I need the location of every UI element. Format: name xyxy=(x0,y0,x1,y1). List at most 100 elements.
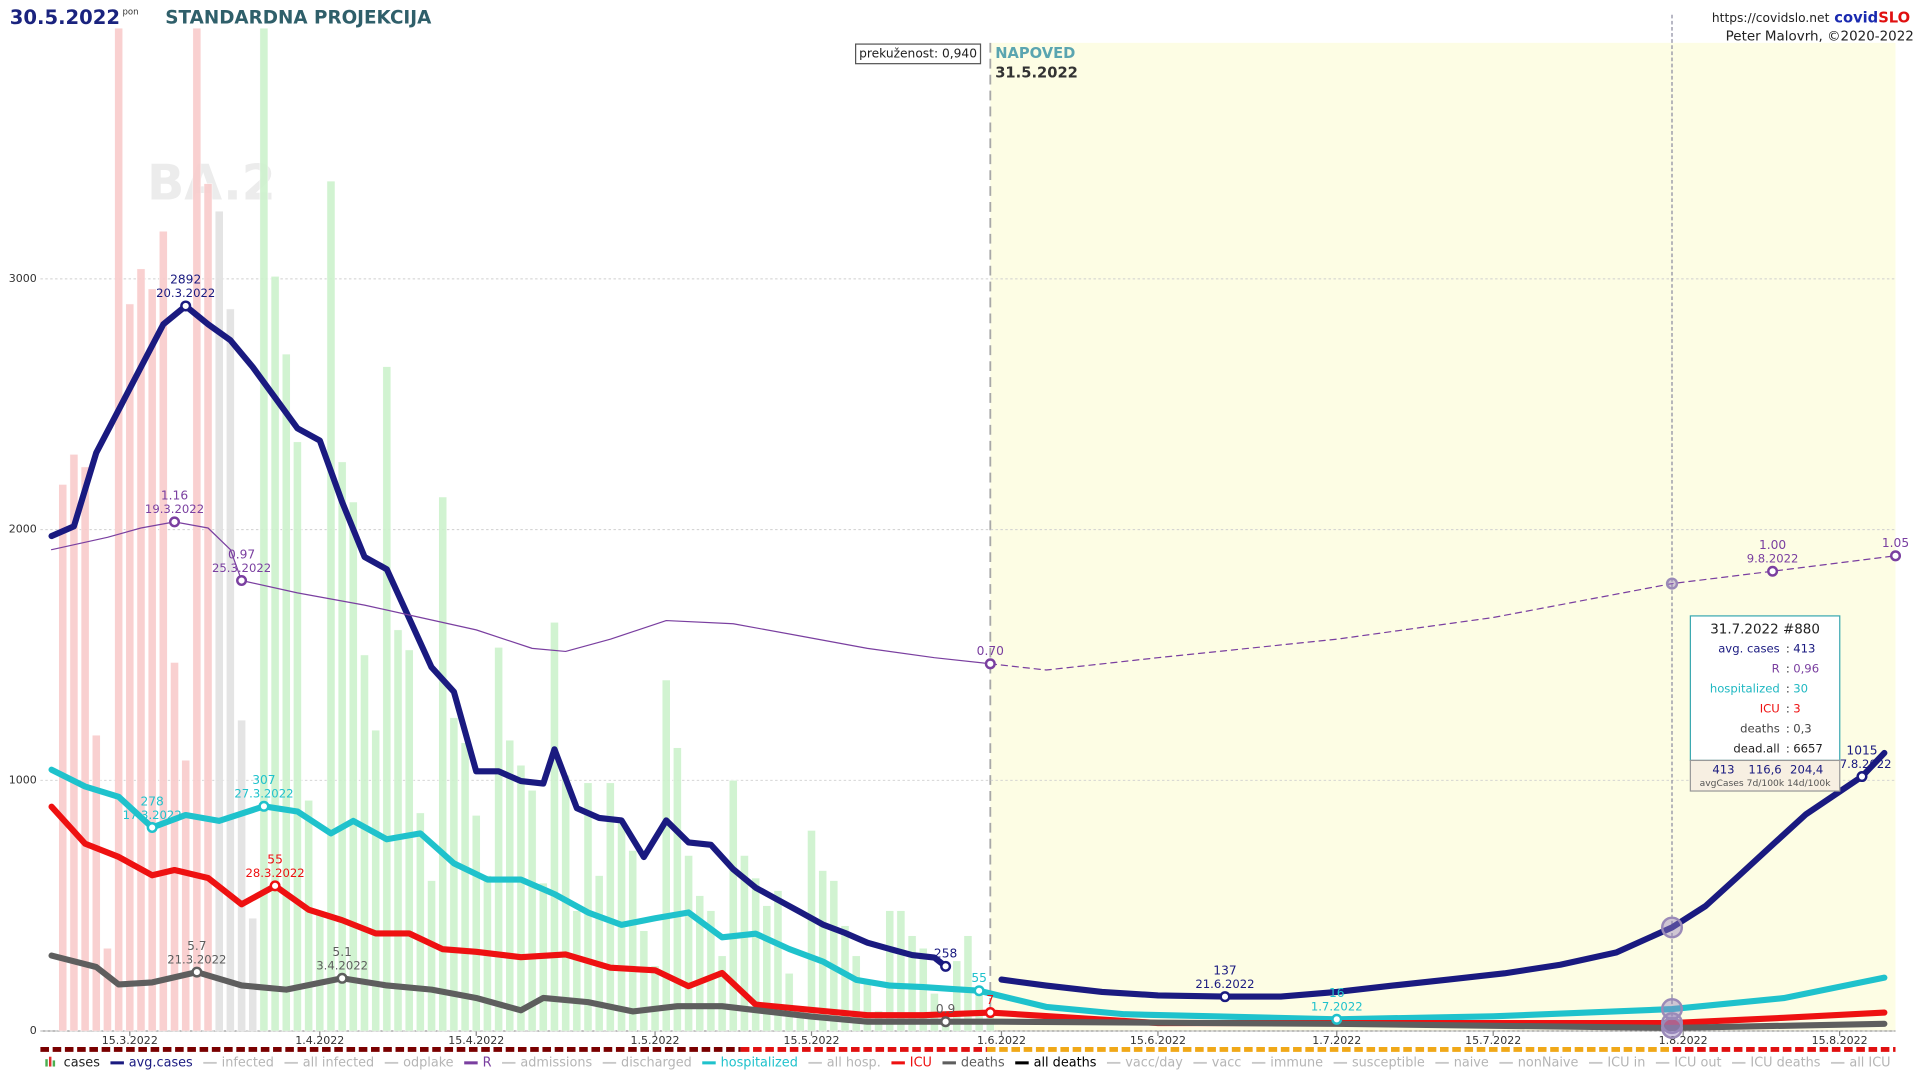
bar xyxy=(851,955,861,1032)
annotation-date: 25.3.2022 xyxy=(212,561,271,575)
legend-label: nonNaive xyxy=(1518,1055,1579,1070)
annotation-value: 1.16 xyxy=(161,489,188,503)
tooltip-marker xyxy=(1660,916,1684,939)
legend-item: cases xyxy=(45,1055,100,1070)
tooltip-footer-caption: avgCases 7d/100k 14d/100k xyxy=(1700,778,1832,789)
x-tick-label: 1.5.2022 xyxy=(631,1034,680,1047)
annotation-value: 1.00 xyxy=(1759,538,1786,552)
tooltip-row-label: dead.all xyxy=(1733,741,1779,755)
annotation-point xyxy=(236,574,248,587)
bar xyxy=(606,782,615,1032)
bar xyxy=(885,910,895,1032)
bar xyxy=(784,973,794,1032)
bar xyxy=(147,288,157,1032)
annotation-point xyxy=(146,822,158,834)
bar xyxy=(382,366,392,1032)
bar xyxy=(773,890,783,1032)
legend-label: ICU in xyxy=(1607,1055,1645,1070)
bar xyxy=(896,910,906,1032)
tooltip-footer-value: 116,6 xyxy=(1748,763,1781,777)
tooltip-row-sep: : xyxy=(1786,661,1790,675)
annotation-value: 55 xyxy=(267,853,283,867)
bar xyxy=(740,855,749,1032)
legend-item: ICU out xyxy=(1655,1055,1722,1070)
legend-item: all infected xyxy=(284,1055,374,1070)
annotation-value: 7 xyxy=(986,993,994,1007)
bar xyxy=(729,780,738,1032)
legend-swatch xyxy=(52,1060,56,1067)
annotation-point xyxy=(973,985,985,997)
annotation-date: 17.8.2022 xyxy=(1832,757,1891,771)
legend-item: ICU deaths xyxy=(1732,1055,1821,1070)
bar xyxy=(963,935,973,1032)
bar xyxy=(572,910,582,1032)
bar xyxy=(695,895,705,1032)
bar xyxy=(214,210,224,1032)
legend-label: ICU deaths xyxy=(1750,1055,1820,1070)
tooltip-row-label: deaths xyxy=(1740,721,1780,735)
annotation-value: 137 xyxy=(1213,963,1236,977)
y-tick-label: 2000 xyxy=(9,523,37,536)
bar xyxy=(58,484,68,1032)
legend-label: all hosp. xyxy=(827,1055,881,1070)
tooltip-footer xyxy=(1689,759,1841,792)
legend-item: susceptible xyxy=(1333,1055,1425,1070)
annotation-point xyxy=(1767,565,1779,577)
annotation-date: 21.6.2022 xyxy=(1195,977,1254,991)
tooltip-row-label: ICU xyxy=(1760,701,1780,715)
legend-swatch xyxy=(48,1056,52,1067)
author: Peter Malovrh, ©2020-2022 xyxy=(1726,30,1914,45)
bar xyxy=(337,461,347,1032)
legend-item: deaths xyxy=(942,1055,1005,1070)
bar xyxy=(550,622,559,1032)
tooltip-box xyxy=(1689,615,1841,762)
bar xyxy=(706,910,716,1032)
bar xyxy=(360,654,369,1032)
legend-label: hospitalized xyxy=(721,1055,798,1070)
annotation-value: 2892 xyxy=(170,273,201,287)
tooltip-row-sep: : xyxy=(1786,721,1790,735)
bar xyxy=(505,739,515,1032)
annotation-value: 5.1 xyxy=(332,945,351,959)
bar xyxy=(248,917,258,1032)
annotation-date: 28.3.2022 xyxy=(246,866,305,880)
legend-swatch xyxy=(45,1059,48,1067)
annotation-point xyxy=(191,966,203,978)
tooltip-row-label: hospitalized xyxy=(1710,681,1780,695)
annotation-value: 0.97 xyxy=(228,547,255,561)
annotation-date: 3.4.2022 xyxy=(316,959,368,973)
legend-label: infected xyxy=(222,1055,274,1070)
tooltip-row-value: 6657 xyxy=(1793,741,1823,755)
tooltip-row-value: 413 xyxy=(1793,641,1815,655)
x-tick-label: 15.7.2022 xyxy=(1465,1034,1521,1047)
annotation-value: 55 xyxy=(971,971,987,985)
annotation-point xyxy=(984,1007,996,1019)
forecast-label: NAPOVED xyxy=(995,45,1075,62)
brand-part: covid xyxy=(1834,9,1878,26)
tooltip-row-sep: : xyxy=(1786,701,1790,715)
bar xyxy=(92,734,101,1032)
annotation-point xyxy=(180,300,192,312)
annotation-point xyxy=(1856,771,1868,783)
bar xyxy=(594,875,604,1032)
legend-label: all infected xyxy=(303,1055,374,1070)
bar xyxy=(270,276,280,1032)
bar xyxy=(751,877,760,1032)
series-line xyxy=(50,521,991,665)
annotation-value: 278 xyxy=(140,794,163,808)
immunity-box xyxy=(855,43,982,65)
annotation-point xyxy=(984,658,996,670)
legend-label: immune xyxy=(1270,1055,1323,1070)
legend-item: odplake xyxy=(384,1055,454,1070)
bar xyxy=(226,308,235,1032)
legend-label: susceptible xyxy=(1352,1055,1425,1070)
series-line xyxy=(998,749,1888,1000)
bar xyxy=(80,466,90,1032)
annotation-value: 258 xyxy=(934,947,957,961)
bar xyxy=(471,815,481,1032)
bar xyxy=(639,930,649,1032)
annotation-value: 1.05 xyxy=(1882,536,1909,550)
bar xyxy=(192,27,202,1032)
x-tick-label: 15.4.2022 xyxy=(448,1034,504,1047)
annotation-date: 20.3.2022 xyxy=(156,286,215,300)
